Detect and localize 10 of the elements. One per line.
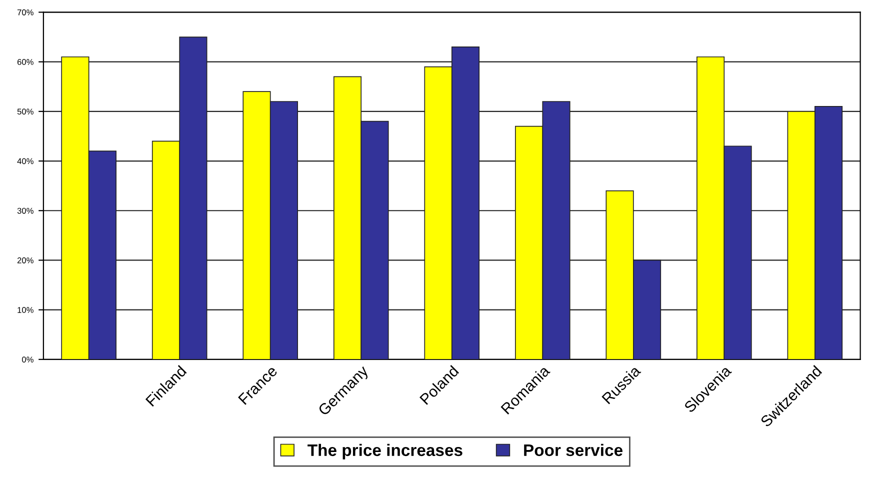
y-tick-label: 50% (17, 108, 34, 115)
y-tick-label: 40% (17, 158, 34, 164)
legend-label: Poor service (524, 444, 622, 456)
y-tick-label: 10% (18, 307, 34, 313)
y-tick-label: 70% (17, 9, 34, 16)
y-tick-label: 0% (22, 356, 34, 363)
legend-label: The price increases (308, 444, 462, 460)
y-tick-label: 30% (17, 208, 34, 214)
y-tick-label: 60% (17, 59, 34, 65)
y-tick-label: 20% (17, 257, 34, 264)
